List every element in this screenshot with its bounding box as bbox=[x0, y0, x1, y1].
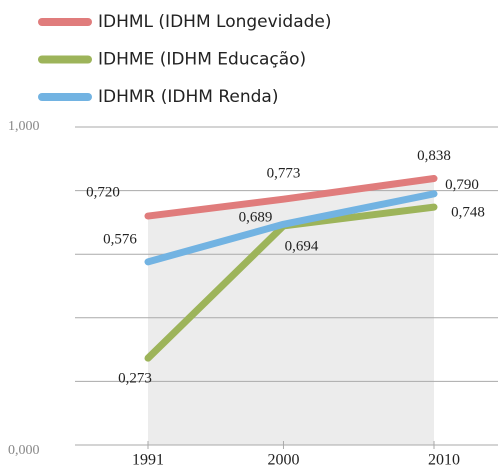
value-label: 0,790 bbox=[445, 177, 479, 193]
value-label: 0,694 bbox=[285, 239, 319, 255]
value-label: 0,576 bbox=[103, 231, 137, 247]
legend-label: IDHME (IDHM Educação) bbox=[98, 50, 306, 70]
line bbox=[144, 175, 438, 220]
value-label: 0,838 bbox=[417, 148, 451, 164]
legend-label: IDHMR (IDHM Renda) bbox=[98, 87, 278, 107]
value-label: 0,720 bbox=[86, 184, 120, 200]
y-tick-label: 0,000 bbox=[8, 443, 40, 458]
x-tick-label: 1991 bbox=[132, 452, 164, 467]
value-label: 0,748 bbox=[451, 205, 485, 221]
x-tick-label: 2000 bbox=[267, 452, 299, 467]
value-label: 0,773 bbox=[267, 166, 301, 182]
x-tick-label: 2010 bbox=[428, 452, 460, 467]
value-label: 0,689 bbox=[239, 209, 273, 225]
legend-label: IDHML (IDHM Longevidade) bbox=[98, 12, 332, 32]
y-tick-label: 1,000 bbox=[8, 119, 40, 134]
line bbox=[144, 190, 438, 266]
value-label: 0,273 bbox=[118, 371, 152, 387]
